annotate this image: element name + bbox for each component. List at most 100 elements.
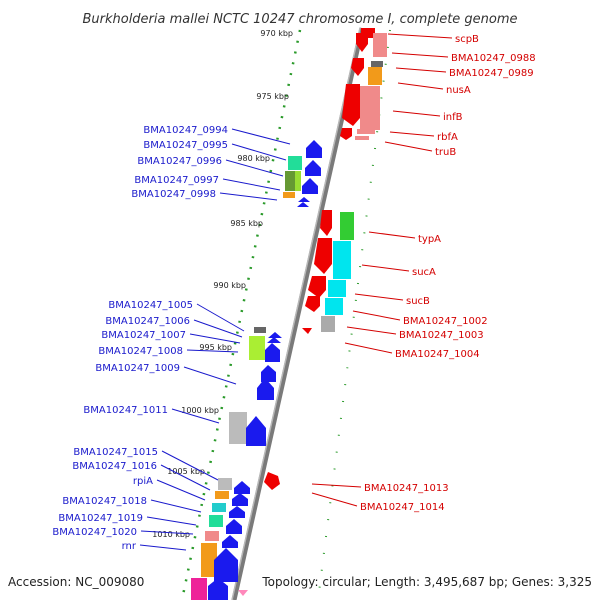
- label-leader-line: [311, 483, 362, 488]
- gene-label: typA: [418, 234, 441, 245]
- label-leader-line: [183, 366, 237, 385]
- label-leader-line: [222, 178, 281, 191]
- gene-box: [212, 503, 226, 512]
- label-leader-line: [311, 492, 358, 507]
- label-leader-line: [225, 159, 284, 177]
- gene-label: BMA10247_0996: [137, 156, 222, 167]
- gene-box: [373, 33, 387, 57]
- gene-arrow: [356, 33, 368, 52]
- gene-box: [325, 298, 343, 315]
- ruler-tick-label: 975 kbp: [256, 92, 289, 101]
- label-leader-line: [189, 333, 241, 344]
- gene-arrow: [306, 140, 322, 158]
- plus-label-leaders: [311, 33, 453, 507]
- gene-arrow: [265, 343, 280, 362]
- gene-label: BMA10247_1011: [83, 405, 168, 416]
- gene-label: BMA10247_0997: [134, 175, 219, 186]
- map-title: Burkholderia mallei NCTC 10247 chromosom…: [82, 12, 517, 27]
- gene-label: truB: [435, 147, 456, 158]
- ruler-tick-label: 985 kbp: [230, 219, 263, 228]
- gene-label: rbfA: [437, 132, 458, 143]
- plus-strand-labels: scpB BMA10247_0988 BMA10247_0989 nusA infB rb…: [360, 34, 536, 513]
- gene-box: [333, 241, 351, 279]
- gene-arrow: [222, 535, 238, 548]
- label-leader-line: [387, 33, 453, 39]
- gene-box: [321, 316, 335, 332]
- label-leader-line: [161, 450, 219, 481]
- gene-arrow: [246, 416, 266, 446]
- ruler-tick-label: 1000 kbp: [181, 406, 219, 415]
- gene-box: [288, 156, 302, 170]
- gene-arrow: [229, 506, 245, 518]
- gene-label: BMA10247_1005: [108, 300, 193, 311]
- gene-box: [355, 136, 369, 140]
- gene-label: nusA: [446, 85, 471, 96]
- label-leader-line: [346, 326, 397, 335]
- label-leader-line: [391, 52, 449, 58]
- chromosome-backbone-highlight: [231, 27, 361, 600]
- label-leader-line: [160, 464, 211, 491]
- gene-box: [249, 336, 265, 360]
- label-leader-line: [352, 310, 401, 321]
- gene-label: BMA10247_0994: [143, 125, 228, 136]
- gene-label: BMA10247_1014: [360, 502, 445, 513]
- gene-box: [357, 129, 375, 134]
- gene-label: BMA10247_1003: [399, 330, 484, 341]
- label-leader-line: [231, 128, 291, 145]
- gene-label: BMA10247_1006: [105, 316, 190, 327]
- gene-box: [201, 543, 217, 577]
- gene-label: BMA10247_1013: [364, 483, 449, 494]
- gene-arrow: [342, 84, 360, 126]
- gene-arrow: [261, 365, 276, 382]
- ruler-tick-label: 1010 kbp: [152, 530, 190, 539]
- label-leader-line: [186, 349, 239, 353]
- gene-box: [205, 531, 219, 541]
- label-leader-line: [354, 293, 404, 301]
- gene-box: [229, 412, 247, 444]
- ruler-tick-label: 995 kbp: [199, 343, 232, 352]
- label-leader-line: [156, 479, 206, 501]
- label-leader-line: [196, 303, 245, 332]
- gene-arrow: [351, 58, 364, 76]
- gene-label: BMA10247_0988: [451, 53, 536, 64]
- gene-arrow: [298, 197, 310, 202]
- label-leader-line: [219, 192, 278, 201]
- label-leader-line: [193, 319, 243, 338]
- gene-label: BMA10247_1009: [95, 363, 180, 374]
- gene-arrow: [267, 337, 281, 343]
- label-leader-line: [139, 544, 187, 551]
- ruler-tick-label: 990 kbp: [213, 281, 246, 290]
- gene-label: BMA10247_1019: [58, 513, 143, 524]
- plus-strand-features: [264, 28, 387, 490]
- gene-box: [371, 61, 383, 67]
- ruler-ticks: 970 kbp 975 kbp 980 kbp 985 kbp 990 kbp 995 k…: [152, 29, 293, 539]
- gene-arrow: [232, 493, 248, 506]
- gene-box: [360, 86, 380, 130]
- gene-arrow: [238, 590, 248, 596]
- label-leader-line: [150, 499, 202, 513]
- gene-label: BMA10247_0995: [143, 140, 228, 151]
- gene-box: [328, 280, 346, 297]
- gene-arrow: [234, 481, 250, 494]
- ruler-tick-label: 1005 kbp: [167, 467, 205, 476]
- gene-label: rnr: [122, 541, 137, 552]
- gene-arrow: [297, 202, 309, 207]
- gene-box: [340, 212, 354, 240]
- gene-label: scpB: [455, 34, 479, 45]
- gene-arrow: [308, 276, 326, 298]
- minus-label-leaders: [139, 128, 291, 551]
- gene-arrow: [302, 178, 318, 194]
- label-leader-line: [344, 342, 393, 354]
- gene-label: BMA10247_1020: [52, 527, 137, 538]
- gene-label: BMA10247_1015: [73, 447, 158, 458]
- label-leader-line: [389, 131, 435, 137]
- gene-box: [209, 515, 223, 527]
- gene-label: BMA10247_1016: [72, 461, 157, 472]
- label-leader-line: [397, 82, 444, 90]
- accession-label: Accession: NC_009080: [8, 575, 144, 589]
- kbp-ruler: [180, 29, 302, 600]
- label-leader-line: [231, 143, 287, 161]
- gene-label: BMA10247_1018: [62, 496, 147, 507]
- gene-arrow: [305, 296, 320, 312]
